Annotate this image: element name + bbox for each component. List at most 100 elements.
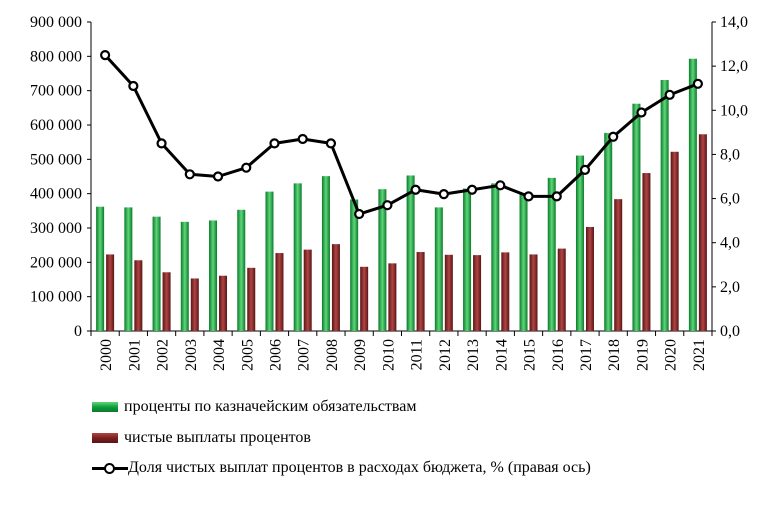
x-tick-label: 2006 [267, 339, 284, 371]
x-tick-label: 2014 [493, 339, 510, 371]
bar-green [237, 209, 246, 331]
bar-green [321, 176, 330, 331]
line-point [495, 180, 506, 191]
legend-label-red: чистые выплаты процентов [124, 429, 311, 446]
line-point [100, 50, 111, 61]
bar-green [265, 191, 274, 331]
x-tick-label: 2009 [352, 339, 369, 371]
y-tick-label-left: 100 000 [30, 289, 82, 306]
line-series [104, 54, 699, 216]
y-tick-label-left: 300 000 [30, 220, 82, 237]
y-tick-label-left: 700 000 [30, 83, 82, 100]
bar-green [688, 58, 697, 332]
y-tick-label-left: 900 000 [30, 14, 82, 31]
line-point [297, 133, 308, 145]
y-tick-label-left: 200 000 [30, 254, 82, 271]
x-tick-label: 2015 [522, 339, 539, 371]
bar-green [209, 220, 218, 331]
bar-red [134, 260, 143, 331]
x-tick-label: 2019 [634, 339, 651, 371]
bar-green [406, 175, 415, 331]
x-tick-label: 2020 [663, 339, 680, 371]
line-point [354, 208, 365, 220]
x-tick-label: 2016 [550, 339, 567, 371]
x-tick-label: 2002 [155, 339, 172, 371]
x-tick-label: 2010 [380, 339, 397, 371]
line-point [382, 200, 393, 211]
bar-red [501, 252, 510, 331]
bar-red [670, 151, 679, 331]
bar-red [642, 173, 651, 331]
line-point [692, 78, 703, 89]
y-tick-label-right: 8,0 [720, 146, 740, 163]
bar-red [557, 248, 566, 331]
line-point [184, 169, 195, 180]
line-point [325, 138, 337, 149]
bar-green [519, 192, 528, 331]
bar-red [416, 252, 425, 331]
legend-swatch-red [92, 433, 118, 443]
x-tick-label: 2005 [239, 339, 256, 371]
bar-red [190, 278, 199, 331]
line-point [523, 191, 534, 202]
bar-green [491, 183, 500, 331]
line-point [410, 184, 421, 195]
bar-red [303, 249, 312, 331]
legend-label-green: проценты по казначейским обязательствам [124, 398, 417, 415]
bar-green [180, 221, 189, 331]
x-tick-label: 2017 [578, 339, 595, 371]
bar-red [275, 253, 284, 331]
bar-green [660, 80, 669, 331]
line-point [664, 89, 675, 100]
x-tick-label: 2000 [98, 339, 115, 371]
x-tick-label: 2007 [296, 339, 313, 371]
x-tick-label: 2021 [691, 339, 708, 371]
y-tick-label-left: 500 000 [30, 151, 82, 168]
bar-red [360, 266, 369, 331]
y-tick-label-left: 400 000 [30, 186, 82, 203]
bar-red [698, 134, 707, 331]
bar-red [585, 226, 594, 331]
legend-item-line: Доля чистых выплат процентов в расходах … [92, 459, 591, 477]
y-tick-label-left: 800 000 [30, 48, 82, 65]
plot-area: 0 100 000 200 000 300 000 400 000 500 000 600 … [30, 14, 748, 371]
bar-green [293, 183, 302, 331]
line-point [269, 138, 280, 149]
bar-green [547, 177, 556, 331]
bar-red [388, 263, 397, 331]
line-point [608, 131, 619, 142]
bar-green [463, 188, 472, 331]
bar-green [378, 189, 387, 331]
line-point [579, 164, 591, 175]
y-tick-label-right: 0,0 [720, 323, 740, 340]
bar-green [152, 216, 161, 331]
line-point [438, 189, 449, 200]
bar-red [444, 254, 453, 331]
bar-red [614, 199, 623, 331]
bar-green [604, 132, 613, 331]
legend-item-red: чистые выплаты процентов [92, 429, 311, 447]
x-tick-label: 2004 [211, 339, 228, 371]
bar-red [331, 244, 340, 331]
x-tick-label: 2003 [183, 339, 200, 371]
x-tick-label: 2008 [324, 339, 341, 371]
legend-swatch-line [92, 462, 128, 474]
bar-red [162, 272, 171, 331]
line-point [466, 184, 478, 195]
x-tick-label: 2013 [465, 339, 482, 371]
legend-label-line: Доля чистых выплат процентов в расходах … [128, 459, 591, 476]
bar-green [575, 155, 584, 331]
bar-green [434, 207, 443, 331]
bar-red [473, 255, 482, 331]
bar-green [124, 207, 133, 331]
bar-red [529, 254, 538, 331]
x-tick-label: 2001 [126, 339, 143, 371]
x-tick-label: 2018 [606, 339, 623, 371]
y-tick-label-right: 10,0 [720, 102, 748, 119]
line-point [636, 107, 647, 118]
x-tick-label: 2012 [437, 339, 454, 371]
bar-red [219, 275, 228, 331]
y-tick-label-left: 600 000 [30, 117, 82, 134]
line-point [128, 80, 139, 92]
